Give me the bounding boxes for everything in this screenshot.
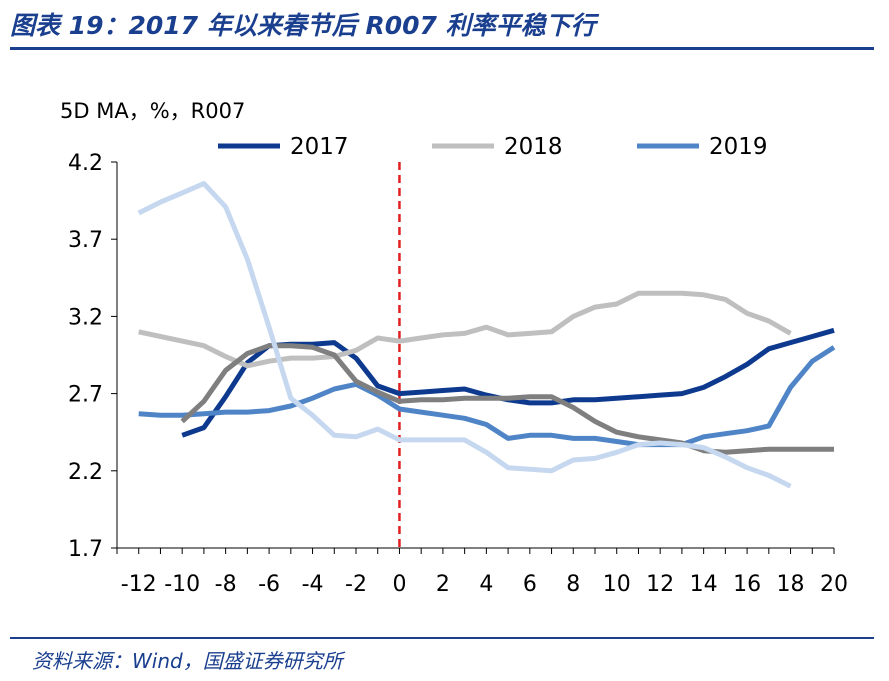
x-tick-label: 18	[777, 572, 805, 597]
x-tick-label: -6	[258, 572, 280, 597]
x-tick-label: 4	[479, 572, 493, 597]
x-tick-label: 8	[566, 572, 580, 597]
x-tick-label: 0	[392, 572, 406, 597]
y-tick-label: 4.2	[68, 151, 103, 176]
x-tick-label: 20	[820, 572, 848, 597]
x-tick-label: -8	[215, 572, 237, 597]
title-divider	[10, 47, 874, 50]
x-tick-label: -12	[121, 572, 157, 597]
series-line-2019	[138, 345, 836, 448]
series-line-4	[137, 181, 792, 489]
chart-legend: 2017 2018 2019	[218, 134, 768, 160]
x-tick-label: 14	[690, 572, 718, 597]
y-tick-label: 2.2	[68, 460, 103, 485]
x-tick-label: 2	[436, 572, 450, 597]
x-tick-label: -2	[345, 572, 367, 597]
footer-divider	[10, 637, 874, 639]
x-tick-label: 10	[603, 572, 631, 597]
y-tick-label: 2.7	[68, 383, 103, 408]
y-tick-label: 1.7	[68, 537, 103, 562]
x-tick-label: -10	[164, 572, 200, 597]
x-tick-label: -4	[302, 572, 324, 597]
chart-title: 图表 19：2017 年以来春节后 R007 利率平稳下行	[10, 11, 596, 40]
series-line-2018	[138, 290, 792, 369]
y-tick-label: 3.2	[68, 305, 103, 330]
series-line-3	[180, 343, 834, 455]
y-axis-unit-label: 5D MA，%，R007	[60, 99, 245, 123]
source-note: 资料来源：Wind，国盛证券研究所	[32, 649, 343, 673]
legend-label-2019: 2019	[709, 134, 768, 160]
legend-label-2017: 2017	[290, 134, 349, 160]
x-tick-label: 16	[733, 572, 761, 597]
legend-label-2018: 2018	[504, 134, 563, 160]
x-tick-label: 12	[646, 572, 674, 597]
x-tick-label: 6	[523, 572, 537, 597]
y-tick-label: 3.7	[68, 228, 103, 253]
